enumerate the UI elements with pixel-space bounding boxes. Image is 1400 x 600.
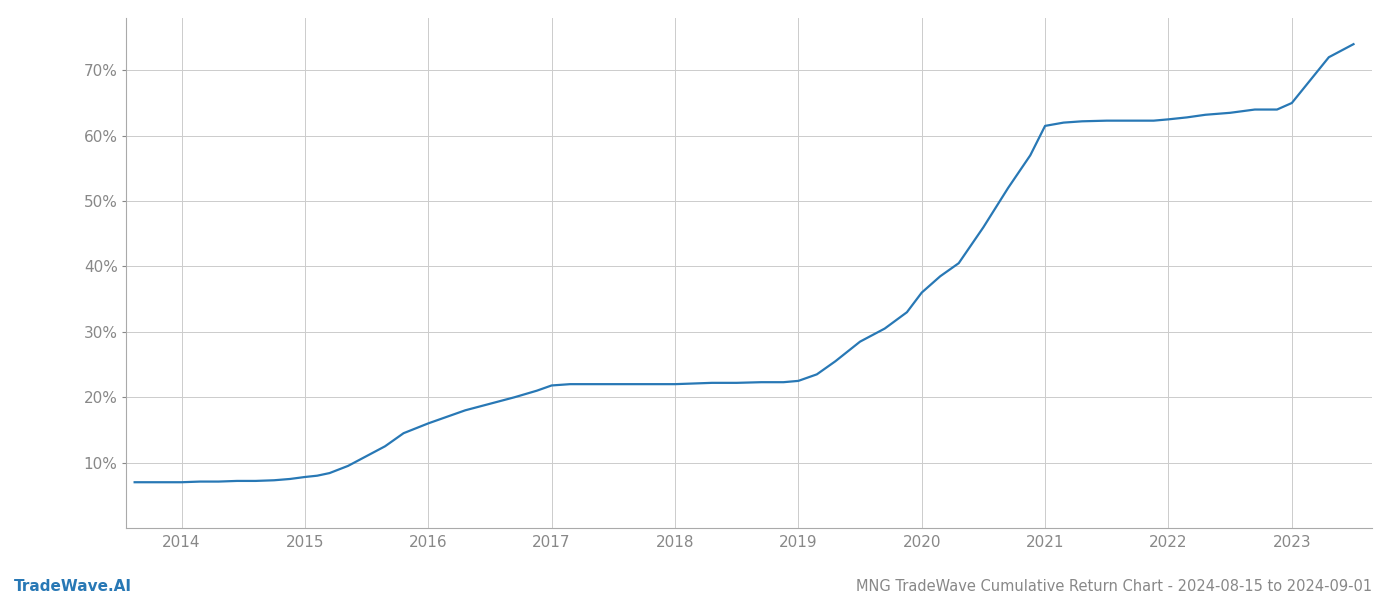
Text: MNG TradeWave Cumulative Return Chart - 2024-08-15 to 2024-09-01: MNG TradeWave Cumulative Return Chart - … [855,579,1372,594]
Text: TradeWave.AI: TradeWave.AI [14,579,132,594]
